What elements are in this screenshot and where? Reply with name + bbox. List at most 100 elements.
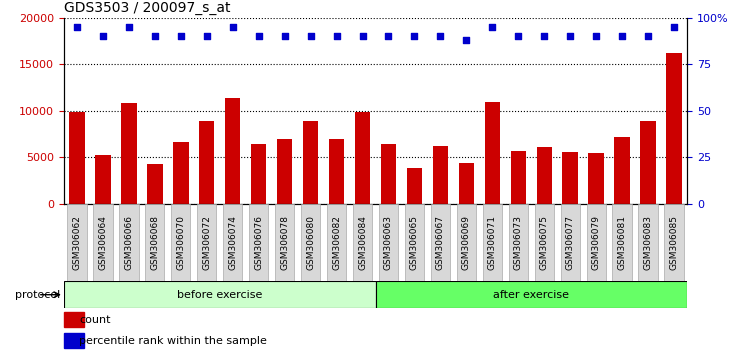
Bar [433, 146, 448, 204]
FancyBboxPatch shape [301, 204, 321, 281]
Point [357, 33, 369, 39]
Point [409, 33, 421, 39]
Point [227, 24, 239, 30]
Point [434, 33, 446, 39]
Text: GSM306077: GSM306077 [566, 215, 575, 270]
Text: GSM306078: GSM306078 [280, 215, 289, 270]
Text: GSM306079: GSM306079 [592, 215, 601, 270]
FancyBboxPatch shape [483, 204, 502, 281]
Text: GSM306084: GSM306084 [358, 215, 367, 270]
Point [122, 24, 134, 30]
Bar [407, 168, 422, 204]
Text: GSM306065: GSM306065 [410, 215, 419, 270]
Point [71, 24, 83, 30]
Text: GDS3503 / 200097_s_at: GDS3503 / 200097_s_at [64, 1, 231, 15]
Bar [199, 121, 215, 204]
Text: GSM306069: GSM306069 [462, 215, 471, 270]
FancyBboxPatch shape [223, 204, 243, 281]
FancyBboxPatch shape [275, 204, 294, 281]
Text: GSM306071: GSM306071 [488, 215, 497, 270]
FancyBboxPatch shape [560, 204, 580, 281]
Text: GSM306068: GSM306068 [150, 215, 159, 270]
Bar [64, 333, 84, 348]
Text: GSM306072: GSM306072 [202, 215, 211, 270]
Text: GSM306085: GSM306085 [670, 215, 679, 270]
Point [382, 33, 394, 39]
Point [590, 33, 602, 39]
FancyBboxPatch shape [327, 204, 346, 281]
Point [97, 33, 109, 39]
Text: count: count [80, 315, 111, 325]
Text: GSM306073: GSM306073 [514, 215, 523, 270]
Bar [641, 121, 656, 204]
Bar [147, 164, 162, 204]
Text: after exercise: after exercise [493, 290, 569, 300]
Bar [376, 281, 687, 308]
Text: GSM306067: GSM306067 [436, 215, 445, 270]
FancyBboxPatch shape [638, 204, 658, 281]
Bar [589, 153, 604, 204]
FancyBboxPatch shape [665, 204, 684, 281]
Bar [329, 139, 344, 204]
Text: GSM306076: GSM306076 [254, 215, 263, 270]
FancyBboxPatch shape [535, 204, 554, 281]
FancyBboxPatch shape [353, 204, 372, 281]
FancyBboxPatch shape [457, 204, 476, 281]
Bar [484, 102, 500, 204]
Text: GSM306081: GSM306081 [618, 215, 627, 270]
Bar [95, 155, 110, 204]
FancyBboxPatch shape [119, 204, 138, 281]
Text: GSM306080: GSM306080 [306, 215, 315, 270]
Point [460, 37, 472, 43]
Text: GSM306083: GSM306083 [644, 215, 653, 270]
FancyBboxPatch shape [93, 204, 113, 281]
Bar [173, 142, 189, 204]
Point [487, 24, 499, 30]
FancyBboxPatch shape [249, 204, 268, 281]
Bar [121, 103, 137, 204]
Bar [459, 162, 474, 204]
Point [149, 33, 161, 39]
Bar [536, 147, 552, 204]
Bar [303, 121, 318, 204]
FancyBboxPatch shape [67, 204, 86, 281]
Point [538, 33, 550, 39]
Point [642, 33, 654, 39]
Bar [511, 150, 526, 204]
FancyBboxPatch shape [379, 204, 398, 281]
Bar [251, 144, 267, 204]
Point [564, 33, 576, 39]
FancyBboxPatch shape [587, 204, 606, 281]
Text: GSM306074: GSM306074 [228, 215, 237, 270]
Text: protocol: protocol [15, 290, 60, 300]
Bar [381, 144, 397, 204]
Point [279, 33, 291, 39]
Bar [354, 113, 370, 204]
FancyBboxPatch shape [145, 204, 164, 281]
Text: GSM306070: GSM306070 [176, 215, 185, 270]
Text: GSM306063: GSM306063 [384, 215, 393, 270]
Bar [64, 281, 376, 308]
Point [330, 33, 342, 39]
FancyBboxPatch shape [171, 204, 191, 281]
Point [252, 33, 264, 39]
Point [668, 24, 680, 30]
Text: GSM306064: GSM306064 [98, 215, 107, 270]
Point [305, 33, 317, 39]
Bar [225, 98, 240, 204]
Text: before exercise: before exercise [177, 290, 262, 300]
Bar [666, 53, 682, 204]
FancyBboxPatch shape [430, 204, 450, 281]
Text: GSM306082: GSM306082 [332, 215, 341, 270]
Bar [562, 152, 578, 204]
Text: GSM306066: GSM306066 [124, 215, 133, 270]
Text: percentile rank within the sample: percentile rank within the sample [80, 336, 267, 346]
FancyBboxPatch shape [197, 204, 216, 281]
FancyBboxPatch shape [508, 204, 528, 281]
FancyBboxPatch shape [405, 204, 424, 281]
Bar [614, 137, 630, 204]
Text: GSM306062: GSM306062 [72, 215, 81, 270]
Bar [64, 312, 84, 327]
Point [617, 33, 629, 39]
Point [175, 33, 187, 39]
